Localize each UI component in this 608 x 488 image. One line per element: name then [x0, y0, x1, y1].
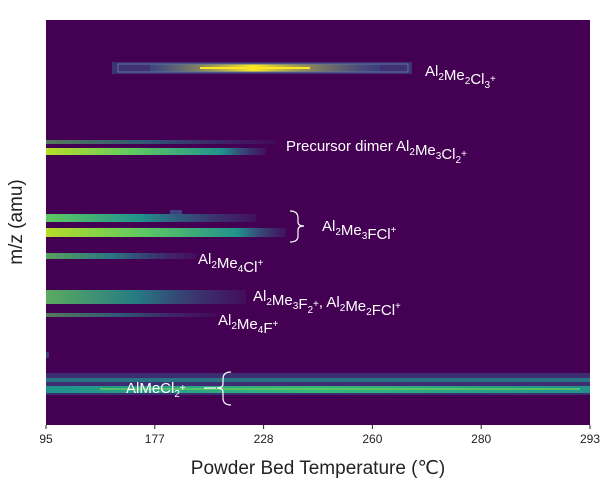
x-tick-label: 280 [471, 432, 491, 446]
plot-area [46, 20, 590, 425]
x-axis-label: Powder Bed Temperature (℃) [191, 458, 445, 479]
bracket-almecl2 [216, 371, 232, 406]
band-almecl2 [46, 352, 590, 395]
x-tick-label: 293 [580, 432, 600, 446]
bracket-al2me3fcl [289, 210, 305, 243]
x-tick-label: 95 [39, 432, 53, 446]
x-tick-label: 228 [254, 432, 274, 446]
band-annotations: Al2Me2Cl3+ Precursor dimer Al2Me3Cl2+ Al2M… [126, 63, 496, 400]
y-axis-label: m/z (amu) [6, 179, 27, 265]
x-axis-ticks: 95 177 228 260 280 293 [39, 425, 600, 446]
x-tick-label: 260 [362, 432, 382, 446]
x-tick-label: 177 [145, 432, 165, 446]
band-label: Al2Me4Cl+ [198, 251, 263, 276]
band-label: Precursor dimer Al2Me3Cl2+ [286, 138, 467, 166]
band-label: Al2Me3F2+, Al2Me2FCl+ [253, 288, 401, 319]
band-al2me4f [46, 313, 216, 317]
band-label: Al2Me2Cl3+ [425, 63, 496, 91]
band-label: AlMeCl2+ [126, 380, 186, 400]
band-al2me4cl [46, 253, 196, 259]
band-al2me3f2 [46, 290, 246, 304]
band-label: Al2Me3FCl+ [322, 218, 397, 243]
band-precursor-dimer [46, 140, 276, 155]
band-label: Al2Me4F+ [218, 312, 278, 337]
band-al2me3fcl [46, 210, 286, 237]
band-al2me2cl3 [112, 62, 412, 74]
